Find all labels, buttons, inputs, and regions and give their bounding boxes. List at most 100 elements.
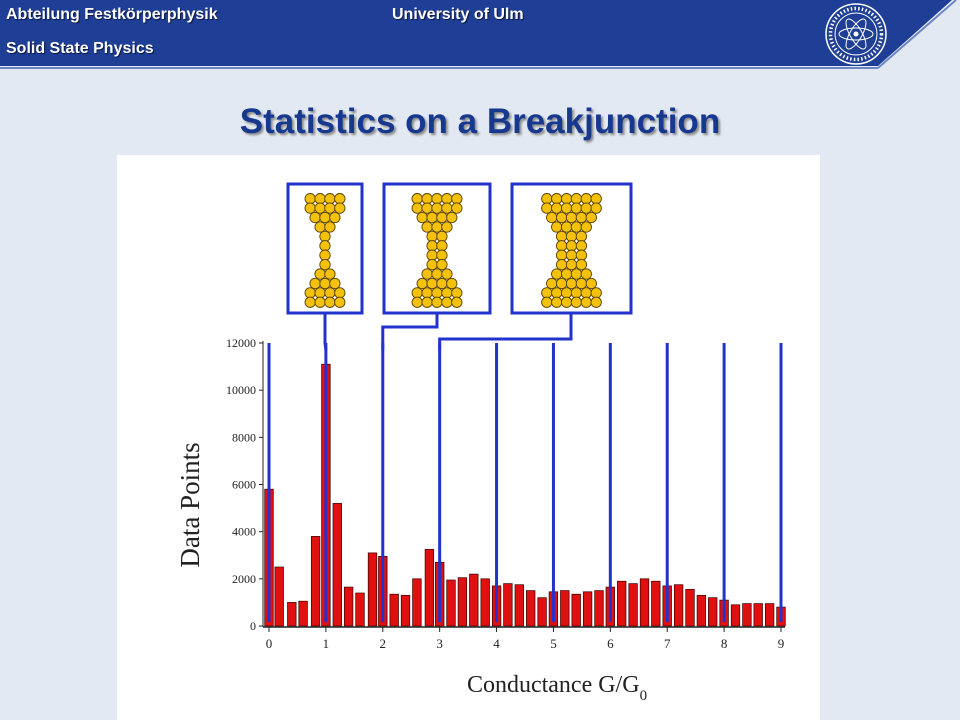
gold-atom xyxy=(426,249,438,261)
histogram-bar xyxy=(457,577,468,627)
gold-atom xyxy=(451,202,463,214)
histogram-bar xyxy=(537,597,547,627)
department-german: Abteilung Festkörperphysik xyxy=(6,6,218,23)
histogram-bar xyxy=(332,503,342,627)
gold-atom xyxy=(431,193,443,205)
histogram-bar xyxy=(446,579,456,627)
x-tick-label: 2 xyxy=(380,636,387,651)
histogram-bar xyxy=(412,578,422,627)
histogram-bar xyxy=(617,580,627,627)
x-tick-label: 5 xyxy=(550,636,557,651)
gold-atom xyxy=(304,193,316,205)
gold-atom xyxy=(324,296,336,308)
y-tick-label: 8000 xyxy=(232,430,256,444)
gold-atom xyxy=(541,296,553,308)
histogram-bar xyxy=(764,603,775,627)
gold-atom xyxy=(555,230,568,243)
gold-atom xyxy=(575,211,588,224)
y-tick-label: 2000 xyxy=(232,572,256,586)
histogram-bar xyxy=(571,593,581,627)
gold-atom xyxy=(314,296,326,308)
gold-atom xyxy=(451,296,463,308)
gold-atom xyxy=(319,258,331,271)
gold-atom xyxy=(334,296,346,308)
gold-atom xyxy=(575,240,588,252)
contact-inset xyxy=(286,182,364,351)
gold-atom xyxy=(411,202,423,214)
gold-atom xyxy=(570,296,583,308)
histogram-bar xyxy=(274,566,284,627)
gold-atom xyxy=(329,277,341,290)
y-tick-label: 6000 xyxy=(232,478,256,492)
gold-atom xyxy=(575,277,588,290)
gold-atom xyxy=(555,211,568,224)
gold-atom xyxy=(421,287,433,299)
header-background xyxy=(0,0,957,69)
gold-atom xyxy=(580,296,592,308)
gold-atom xyxy=(580,287,592,299)
gold-atom xyxy=(441,202,453,214)
gold-atom xyxy=(431,287,443,299)
gold-atom xyxy=(411,193,423,205)
gold-atom xyxy=(580,202,592,214)
gold-atom xyxy=(441,221,453,233)
header-bar: Abteilung Festkörperphysik Solid State P… xyxy=(0,0,960,72)
gold-atom xyxy=(565,240,578,252)
x-tick-label: 8 xyxy=(721,636,728,651)
gold-atom xyxy=(570,193,583,205)
university-seal-icon xyxy=(824,2,888,66)
gold-atom xyxy=(546,277,558,290)
gold-atom xyxy=(324,202,336,214)
gold-atom xyxy=(436,258,448,271)
bars-group xyxy=(264,363,786,627)
gold-atom xyxy=(570,221,583,233)
gold-atom xyxy=(590,193,602,205)
histogram-bar xyxy=(424,549,435,627)
gold-atom xyxy=(575,249,588,261)
y-ticks-group: 0 2000 4000 6000 8000 10000 12000 xyxy=(226,336,263,633)
gold-atom xyxy=(421,193,433,205)
gold-atom xyxy=(314,193,326,205)
histogram-bar xyxy=(469,573,479,627)
y-tick-label: 10000 xyxy=(226,383,256,397)
y-tick-label: 4000 xyxy=(232,525,256,539)
gold-atom xyxy=(590,287,602,299)
gold-atom xyxy=(329,211,341,224)
x-tick-label: 0 xyxy=(266,636,273,651)
contact-insets-group xyxy=(286,182,633,351)
inset-connector-line xyxy=(438,313,573,350)
gold-atom xyxy=(580,221,592,233)
histogram-bar xyxy=(730,604,741,627)
gold-atom xyxy=(324,193,336,205)
gold-atom xyxy=(436,249,448,261)
gold-atom xyxy=(560,287,573,299)
gold-atom xyxy=(570,202,583,214)
x-axis-label: Conductance G/G0 xyxy=(467,672,647,704)
y-axis-label: Data Points xyxy=(175,442,205,567)
inset-connector-line xyxy=(323,313,328,351)
gold-atom xyxy=(314,202,326,214)
gold-atom xyxy=(565,230,578,243)
gold-atom xyxy=(570,268,583,280)
x-tick-label: 3 xyxy=(436,636,443,651)
histogram-bar xyxy=(708,597,718,627)
gold-atom xyxy=(541,287,553,299)
gold-atom xyxy=(421,268,433,280)
gold-atom xyxy=(436,277,448,290)
gold-atom xyxy=(546,211,558,224)
gold-atom xyxy=(426,277,438,290)
y-tick-label: 12000 xyxy=(226,336,256,350)
histogram-bar xyxy=(639,578,650,627)
histogram-bar xyxy=(560,590,570,627)
gold-atom xyxy=(304,287,316,299)
y-tick-label: 0 xyxy=(250,619,256,633)
gold-atom xyxy=(334,193,346,205)
gold-atom xyxy=(555,277,568,290)
gold-atom xyxy=(565,277,578,290)
gold-atom xyxy=(551,296,563,308)
gold-atom xyxy=(319,277,331,290)
gold-atom xyxy=(324,268,336,280)
histogram-bar xyxy=(389,593,399,627)
gold-atom xyxy=(411,287,423,299)
gold-atom xyxy=(560,221,573,233)
